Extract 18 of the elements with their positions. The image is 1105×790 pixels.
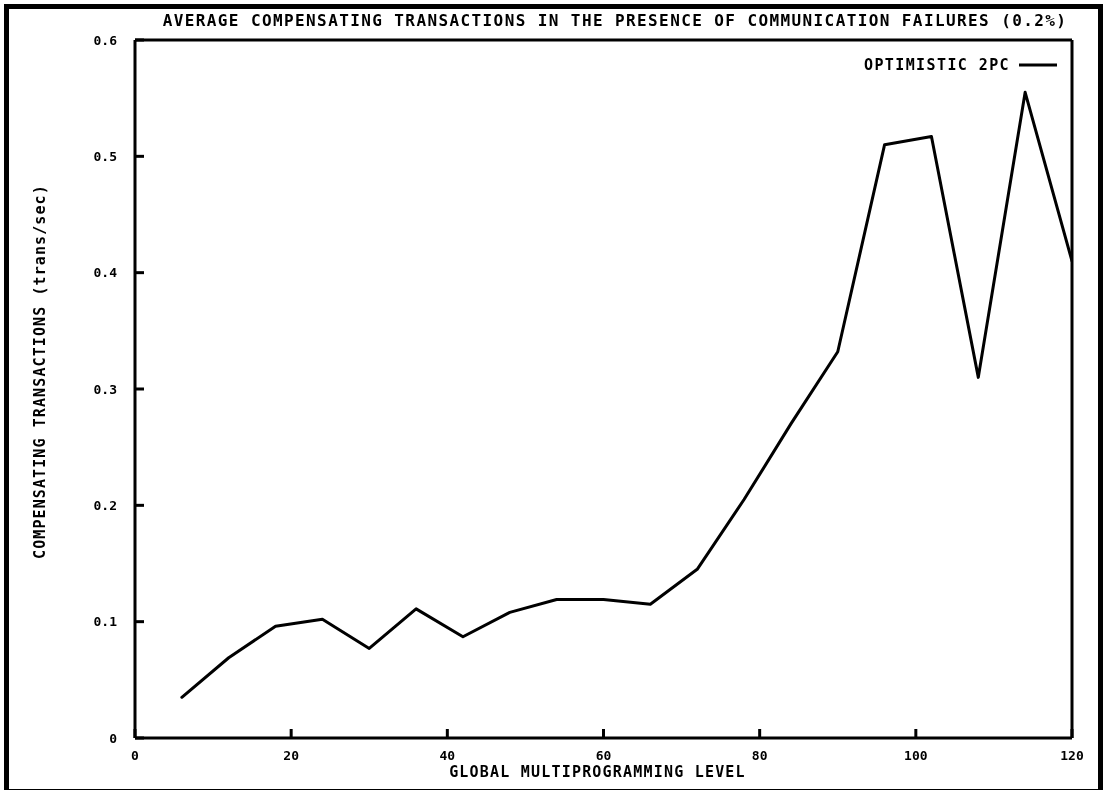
y-tick-label: 0.6 (93, 32, 118, 48)
x-tick-label: 0 (131, 748, 140, 764)
x-tick-label: 60 (595, 748, 612, 764)
y-tick-label: 0.4 (93, 265, 118, 281)
x-tick-label: 40 (439, 748, 456, 764)
legend-label: OPTIMISTIC 2PC (863, 56, 1010, 74)
x-tick-label: 100 (904, 748, 928, 764)
y-tick-label: 0 (109, 730, 118, 746)
x-axis-title: GLOBAL MULTIPROGRAMMING LEVEL (449, 763, 746, 781)
x-tick-label: 20 (283, 748, 300, 764)
x-tick-label: 120 (1060, 748, 1084, 764)
y-tick-label: 0.3 (93, 381, 117, 397)
y-tick-label: 0.5 (93, 148, 117, 164)
y-axis-title: COMPENSATING TRANSACTIONS (trans/sec) (31, 184, 49, 559)
y-tick-label: 0.1 (93, 614, 118, 630)
x-tick-label: 80 (751, 748, 768, 764)
chart-title: AVERAGE COMPENSATING TRANSACTIONS IN THE PRESENCE OF COMMUNICATION FAILURES (0.2%) (161, 11, 1069, 30)
y-tick-label: 0.2 (93, 497, 117, 513)
